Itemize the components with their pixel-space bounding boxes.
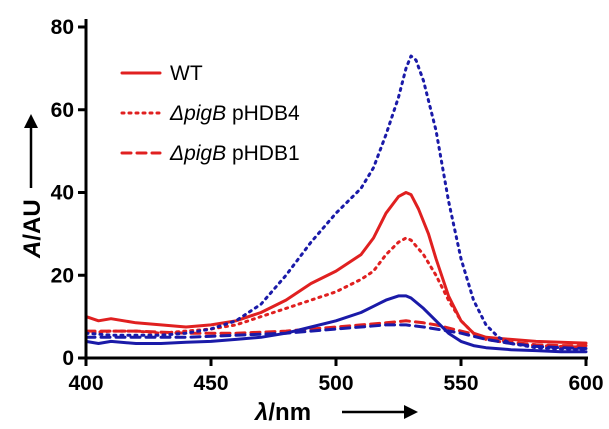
legend: WT ΔpigB pHDB4 ΔpigB pHDB1: [120, 62, 300, 165]
series-line-blue-dashed: [84, 323, 588, 350]
ticks-layer: 400 450 500 550 600 0 20 40 60 80: [51, 16, 604, 395]
y-axis-arrow-head: [24, 114, 38, 128]
y-axis-title: A/AU: [19, 199, 46, 259]
y-tick-label: 20: [51, 264, 74, 287]
y-tick-label: 60: [51, 99, 74, 122]
x-tick-label: 500: [318, 372, 353, 395]
axes-layer: [84, 19, 588, 360]
x-axis-title: λ/nm: [253, 399, 311, 426]
axis-titles: λ/nm A/AU: [19, 114, 418, 426]
series-layer: [84, 54, 588, 354]
series-line-blue-dotted: [84, 54, 588, 352]
x-tick-label: 550: [443, 372, 478, 395]
y-tick-label: 0: [62, 347, 74, 370]
x-axis-arrow-head: [404, 405, 418, 419]
y-tick-label: 80: [51, 16, 74, 39]
legend-label: WT: [170, 62, 203, 85]
series-line-blue-solid: [84, 294, 588, 354]
x-tick-label: 400: [68, 372, 103, 395]
x-tick-label: 600: [568, 372, 603, 395]
y-tick-label: 40: [51, 182, 74, 205]
x-tick-label: 450: [193, 372, 228, 395]
legend-label: ΔpigB pHDB1: [169, 142, 300, 165]
legend-label: ΔpigB pHDB4: [169, 102, 300, 125]
